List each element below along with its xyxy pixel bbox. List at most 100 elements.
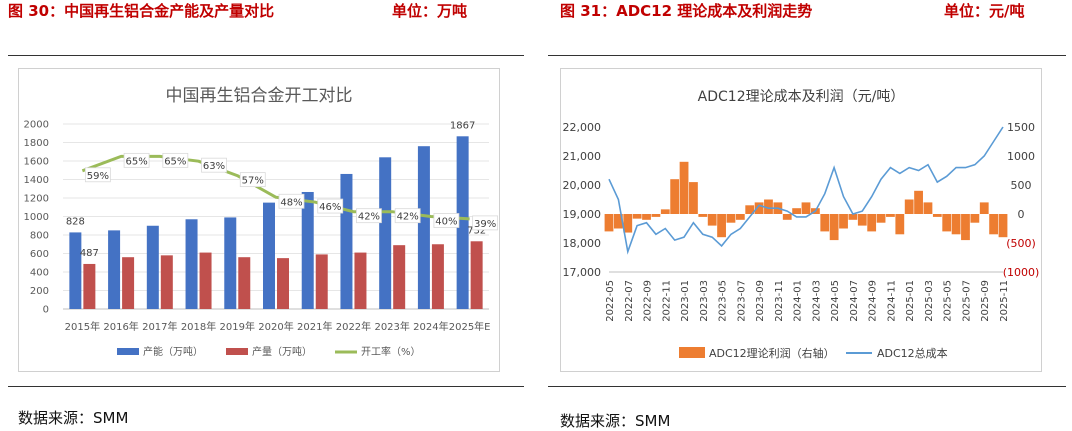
x-tick-label: 2024-09: [868, 280, 879, 322]
production-bar: [354, 252, 367, 309]
legend-swatch: [117, 348, 139, 355]
legend-label: ADC12总成本: [877, 346, 948, 360]
profit-area-segment: [707, 214, 717, 226]
profit-area-segment: [848, 214, 858, 220]
legend-label: 产能（万吨）: [143, 345, 203, 358]
profit-area-segment: [651, 214, 661, 217]
profit-area-segment: [735, 214, 745, 220]
profit-area-segment: [745, 205, 755, 214]
x-tick-label: 2022-05: [605, 280, 616, 322]
x-tick-label: 2025年E: [449, 320, 491, 333]
x-tick-label: 2024-05: [830, 280, 841, 322]
production-bar: [83, 263, 96, 309]
profit-area-segment: [989, 214, 999, 235]
right-y-tick-label: 1000: [1007, 150, 1035, 163]
profit-area-segment: [632, 214, 642, 219]
utilization-data-label: 39%: [472, 215, 499, 231]
utilization-data-label: 65%: [123, 152, 150, 168]
profit-area-segment: [670, 179, 680, 214]
legend-label: ADC12理论利润（右轴）: [709, 346, 835, 360]
chart-title: 中国再生铝合金开工对比: [166, 86, 353, 106]
y-tick-label: 1600: [24, 157, 49, 168]
legend-label: 开工率（%）: [361, 345, 421, 358]
production-data-label: 487: [80, 248, 99, 259]
profit-area-segment: [867, 214, 877, 232]
x-tick-label: 2015年: [65, 320, 100, 333]
profit-area-segment: [754, 202, 764, 214]
profit-area-segment: [792, 208, 802, 214]
x-tick-label: 2023-09: [755, 280, 766, 322]
profit-area-segment: [782, 214, 792, 220]
utilization-label-text: 65%: [125, 156, 147, 167]
utilization-data-label: 42%: [356, 208, 382, 224]
capacity-data-label: 828: [66, 216, 85, 227]
profit-area-segment: [604, 214, 614, 232]
profit-area-segment: [726, 214, 736, 223]
legend-swatch: [226, 348, 248, 355]
y-tick-label: 1200: [24, 194, 49, 205]
utilization-label-box: [433, 213, 460, 228]
profit-area-segment: [923, 202, 933, 214]
capacity-bar: [146, 225, 159, 309]
profit-area-segment: [951, 214, 961, 235]
utilization-label-box: [472, 215, 499, 231]
x-tick-label: 2024-03: [811, 280, 822, 322]
profit-area-segment: [698, 214, 708, 217]
right-y-tick-label: 500: [1011, 179, 1032, 192]
profit-area-segment: [801, 202, 811, 214]
utilization-data-label: 48%: [278, 193, 305, 209]
x-tick-label: 2021年: [297, 320, 332, 333]
capacity-bar: [69, 232, 82, 309]
capacity-bar: [301, 191, 314, 309]
left-y-tick-label: 19,000: [563, 208, 602, 221]
right-source-note: 数据来源：SMM: [560, 412, 671, 430]
right-y-tick-label: (1000): [1003, 266, 1040, 279]
total-cost-line: [608, 126, 1004, 255]
x-tick-label: 2024-11: [886, 280, 897, 322]
left-y-tick-label: 17,000: [563, 266, 602, 279]
x-tick-label: 2019年: [220, 320, 255, 333]
y-tick-label: 200: [30, 286, 49, 297]
x-tick-label: 2024-07: [849, 280, 860, 322]
profit-area-segment: [642, 214, 651, 220]
profit-area-segment: [942, 214, 952, 232]
right-bottom-rule: [548, 386, 1066, 387]
profit-area-segment: [689, 182, 698, 214]
chart-title: ADC12理论成本及利润（元/吨）: [698, 89, 905, 105]
capacity-data-label: 1867: [450, 120, 475, 131]
profit-area-segment: [613, 214, 623, 229]
utilization-data-label: 46%: [317, 198, 344, 214]
utilization-data-label: 65%: [162, 152, 189, 168]
profit-area-segment: [829, 214, 839, 241]
production-bar: [122, 257, 135, 309]
left-unit-label: 单位：万吨: [392, 2, 468, 20]
profit-area-segment: [970, 214, 980, 223]
adc12-cost-profit-chart: ADC12理论成本及利润（元/吨） 17,000 18,000 19,000 20,00…: [563, 89, 1040, 360]
capacity-production-chart: 中国再生铝合金开工对比 0 200 400 600 800 1000 1200 1400 1600…: [24, 86, 499, 358]
utilization-label-box: [394, 208, 421, 224]
utilization-label-text: 57%: [242, 176, 264, 187]
utilization-label-box: [278, 193, 305, 209]
profit-area-segment: [660, 209, 670, 214]
utilization-label-box: [123, 152, 150, 168]
production-bar: [393, 245, 406, 309]
right-y-tick-label: (500): [1006, 237, 1036, 250]
profit-area-segment: [876, 214, 886, 223]
profit-area-segment: [886, 214, 895, 217]
x-tick-label: 2025-05: [943, 280, 954, 322]
utilization-label-text: 42%: [397, 212, 419, 223]
x-tick-label: 2022年: [336, 320, 371, 333]
utilization-data-label: 59%: [84, 167, 111, 183]
utilization-label-text: 63%: [203, 161, 225, 172]
utilization-label-box: [84, 167, 111, 183]
utilization-label-text: 42%: [358, 212, 380, 223]
x-tick-label: 2023-03: [699, 280, 710, 322]
x-tick-label: 2022-09: [643, 280, 654, 322]
profit-area-segment: [914, 190, 923, 214]
legend-swatch: [679, 347, 705, 358]
left-chart-frame: 中国再生铝合金开工对比 0 200 400 600 800 1000 1200 1400 1600…: [18, 68, 500, 372]
x-tick-label: 2025-11: [999, 280, 1010, 322]
production-data-label: 732: [467, 225, 486, 236]
left-bottom-rule: [8, 386, 524, 387]
right-chart-frame: ADC12理论成本及利润（元/吨） 17,000 18,000 19,000 20,00…: [560, 68, 1042, 372]
